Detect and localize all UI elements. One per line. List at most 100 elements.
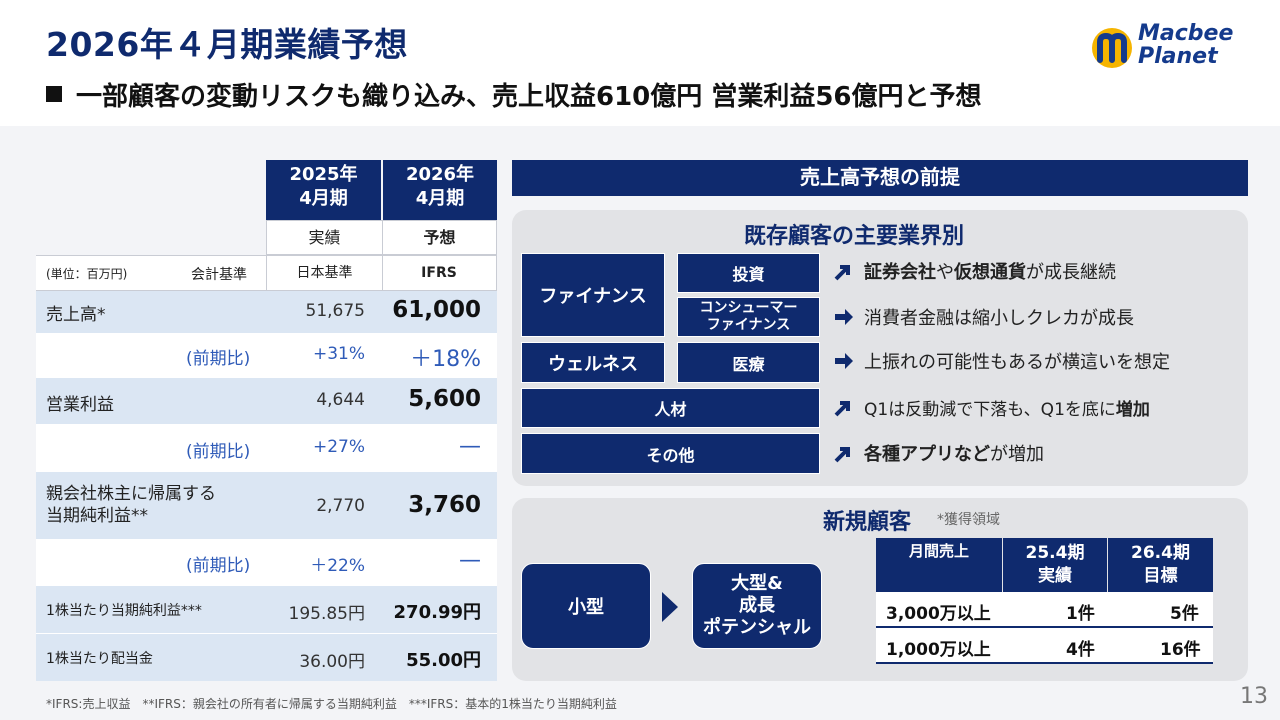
note-bold: 仮想通貨 [954, 262, 1026, 283]
row-value-2025: 36.00円 [299, 652, 365, 672]
bee-logo-icon [1092, 28, 1132, 68]
company-logo: Macbee Planet [1090, 22, 1260, 72]
table-row-operating-profit: 営業利益 4,644 5,600 [36, 378, 497, 424]
table-row-eps: 1株当たり当期純利益*** 195.85円 270.99円 [36, 586, 497, 634]
row-value-2025: 4,644 [316, 390, 365, 410]
row-value-2026: 55.00円 [406, 650, 481, 671]
row-label: 1株当たり当期純利益*** [46, 603, 202, 619]
note-bold: 増加 [1115, 400, 1150, 420]
note-other: 各種アプリなどが増加 [864, 440, 1044, 466]
row-value-2504: 4件 [1066, 635, 1095, 660]
row-value-2026: 61,000 [392, 297, 481, 323]
segment-small: 小型 [521, 563, 651, 649]
industry-finance: ファイナンス [521, 253, 665, 337]
chevron-right-icon [662, 592, 678, 622]
consumer-line1: コンシューマー [699, 300, 798, 316]
row-value-2025: +31% [312, 344, 365, 364]
square-bullet-icon [46, 86, 62, 102]
col1-header-line2: 4月期 [299, 188, 348, 209]
row-value-2025: 195.85円 [288, 604, 365, 624]
row-value-2025: 51,675 [305, 301, 365, 321]
segment-large-line1: 大型& [731, 573, 783, 594]
row-value-2025: ＋22% [310, 556, 365, 576]
page-number: 13 [1240, 684, 1268, 709]
row-value-2026: 3,760 [408, 492, 481, 518]
row-value-2026: 270.99円 [393, 602, 481, 623]
note-hr: Q1は反動減で下落も、Q1を底に増加 [864, 395, 1150, 420]
row-label-line2: 当期純利益** [46, 506, 148, 526]
basis-row: (単位：百万円) 会計基準 日本基準 IFRS [36, 255, 497, 291]
industry-consumer-finance: コンシューマー ファイナンス [677, 297, 820, 337]
row-label: (前期比) [186, 442, 251, 462]
table-row-op-yoy: (前期比) +27% — [36, 424, 497, 472]
arrow-right-icon [835, 309, 853, 325]
row-value-2504: 1件 [1066, 599, 1095, 624]
col-header-2604: 26.4期 目標 [1108, 538, 1213, 592]
industry-investment: 投資 [677, 253, 820, 293]
table-row-sales-yoy: (前期比) +31% ＋18% [36, 333, 497, 378]
note-text: Q1は反動減で下落も、Q1を底に [864, 400, 1116, 420]
footnote: *IFRS:売上収益 **IFRS：親会社の所有者に帰属する当期純利益 ***I… [46, 697, 617, 711]
note-bold: 証券会社 [864, 262, 936, 283]
table-row: 1,000万以上 4件 16件 [876, 628, 1213, 664]
col-header-line2: 目標 [1143, 566, 1178, 586]
table-row-dividend: 1株当たり配当金 36.00円 55.00円 [36, 634, 497, 681]
industry-hr: 人材 [521, 388, 820, 428]
page-title: 2026年４月期業績予想 [46, 25, 408, 64]
table-row-ni-yoy: (前期比) ＋22% — [36, 539, 497, 586]
row-value-2604: 16件 [1160, 635, 1201, 660]
row-value-2025: +27% [312, 437, 365, 457]
row-value-2026: 5,600 [408, 386, 481, 412]
note-bold: 各種アプリなど [864, 444, 990, 465]
row-value-2026: ＋18% [410, 347, 481, 372]
col-header-monthly-sales: 月間売上 [876, 538, 1002, 592]
col2-header-line2: 4月期 [415, 188, 465, 209]
col1-sub: 実績 [266, 220, 383, 255]
table-row: 3,000万以上 1件 5件 [876, 592, 1213, 628]
new-clients-note: *獲得領域 [937, 512, 1000, 528]
col-header-line1: 25.4期 [1025, 543, 1085, 563]
row-label: 営業利益 [46, 395, 114, 415]
row-label: 1株当たり配当金 [46, 651, 153, 667]
segment-large-growth: 大型& 成長 ポテンシャル [692, 563, 822, 649]
row-value-2604: 5件 [1170, 599, 1199, 624]
row-value-2026: — [459, 548, 481, 573]
col-header-line1: 26.4期 [1131, 543, 1190, 563]
row-value-2025: 2,770 [316, 496, 365, 516]
arrow-up-right-icon [834, 401, 850, 417]
row-label: 親会社株主に帰属する 当期純利益** [46, 483, 216, 527]
row-label: 売上高* [46, 305, 106, 325]
col1-basis: 日本基準 [266, 256, 383, 290]
col2-header: 2026年 4月期 [383, 160, 497, 220]
row-label: 3,000万以上 [886, 599, 991, 624]
new-clients-title: 新規顧客 [823, 510, 912, 535]
existing-clients-title: 既存顧客の主要業界別 [744, 224, 965, 249]
note-text: が成長継続 [1026, 262, 1116, 283]
col2-header-line1: 2026年 [405, 164, 475, 185]
consumer-line2: ファイナンス [706, 317, 791, 333]
arrow-right-icon [835, 353, 853, 369]
segment-large-line3: ポテンシャル [703, 617, 811, 638]
col-header-2504: 25.4期 実績 [1003, 538, 1107, 592]
col2-sub: 予想 [382, 220, 497, 255]
table-row-net-income: 親会社株主に帰属する 当期純利益** 2,770 3,760 [36, 472, 497, 539]
industry-medical: 医療 [677, 342, 820, 383]
basis-label: 会計基準 [191, 267, 247, 283]
note-consumer-finance: 消費者金融は縮小しクレカが成長 [864, 308, 1134, 329]
note-finance-investment: 証券会社や仮想通貨が成長継続 [864, 258, 1116, 284]
row-label: 1,000万以上 [886, 635, 991, 660]
page-subtitle: 一部顧客の変動リスクも織り込み、売上収益610億円 営業利益56億円と予想 [46, 76, 982, 113]
sales-premise-header: 売上高予想の前提 [512, 160, 1248, 196]
segment-large-line2: 成長 [739, 595, 775, 616]
note-text: が増加 [990, 444, 1044, 465]
note-wellness: 上振れの可能性もあるが横這いを想定 [864, 352, 1170, 373]
industry-other: その他 [521, 433, 820, 474]
col-header-line2: 実績 [1038, 566, 1072, 586]
col1-header-line1: 2025年 [289, 164, 358, 185]
arrow-up-right-icon [834, 447, 850, 463]
row-label: (前期比) [186, 349, 251, 369]
table-row-sales: 売上高* 51,675 61,000 [36, 291, 497, 333]
logo-line1: Macbee [1138, 21, 1234, 46]
col2-basis: IFRS [382, 256, 497, 290]
row-label: (前期比) [186, 556, 251, 576]
